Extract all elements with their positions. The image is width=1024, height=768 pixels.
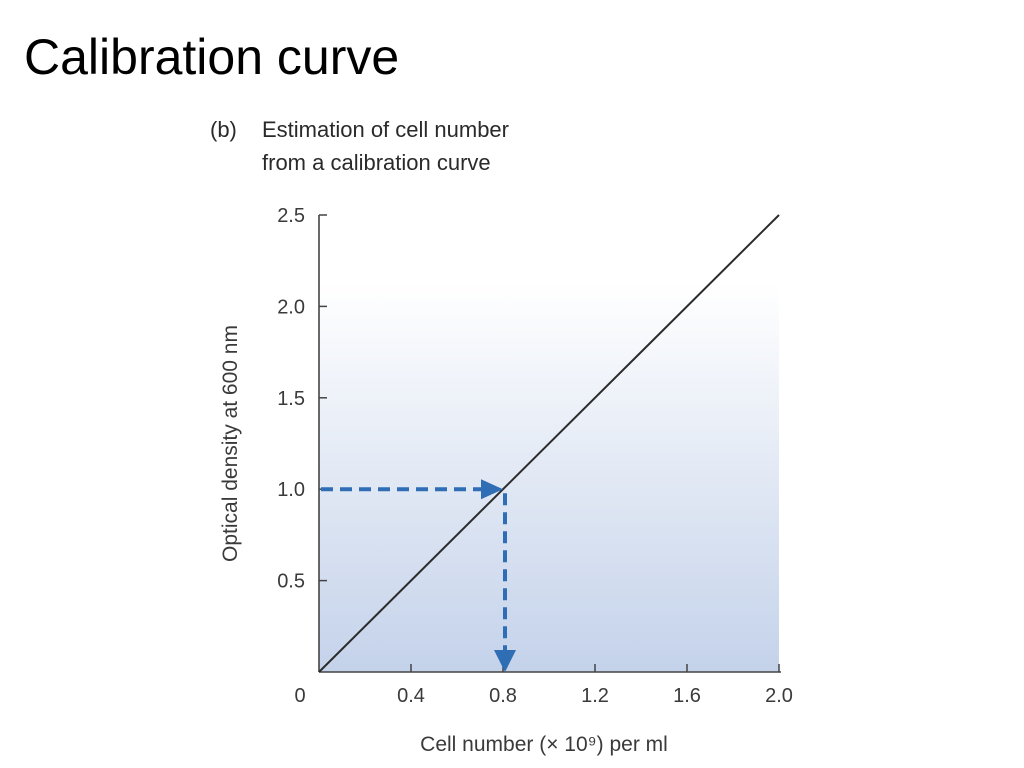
x-tick-label: 0.4 bbox=[397, 685, 425, 707]
y-tick-label: 0.5 bbox=[277, 571, 305, 593]
annotations bbox=[321, 479, 516, 672]
x-tick-label: 2.0 bbox=[765, 685, 793, 707]
x-tick-label: 1.6 bbox=[673, 685, 701, 707]
caption-text-2: from a calibration curve bbox=[262, 150, 491, 175]
y-axis-label: Optical density at 600 nm bbox=[219, 325, 242, 562]
y-tick-label: 2.5 bbox=[277, 205, 305, 227]
down-arrowhead bbox=[494, 650, 516, 672]
page-title: Calibration curve bbox=[24, 29, 400, 85]
y-tick-label: 2.0 bbox=[277, 296, 305, 318]
x-tick-label: 0.8 bbox=[489, 685, 517, 707]
ticks bbox=[319, 214, 780, 672]
figure-caption: (b) Estimation of cell number from a cal… bbox=[210, 113, 509, 179]
axes bbox=[318, 215, 781, 673]
calibration-line bbox=[318, 214, 780, 673]
origin-label: 0 bbox=[294, 685, 305, 707]
x-axis-label: Cell number (× 10⁹) per ml bbox=[420, 733, 668, 756]
y-tick-label: 1.5 bbox=[277, 388, 305, 410]
caption-line-1: (b) Estimation of cell number bbox=[210, 113, 509, 146]
labels: 0.5 1.0 1.5 2.0 2.5 0.4 0.8 1.2 1.6 2.0 0 Cell numb… bbox=[219, 205, 793, 756]
caption-text-1: Estimation of cell number bbox=[262, 117, 509, 142]
y-tick-label: 1.0 bbox=[277, 479, 305, 501]
panel-label: (b) bbox=[210, 117, 237, 142]
series bbox=[318, 214, 780, 673]
right-arrowhead bbox=[481, 479, 503, 500]
caption-line-2: from a calibration curve bbox=[210, 146, 509, 179]
x-tick-label: 1.2 bbox=[581, 685, 609, 707]
